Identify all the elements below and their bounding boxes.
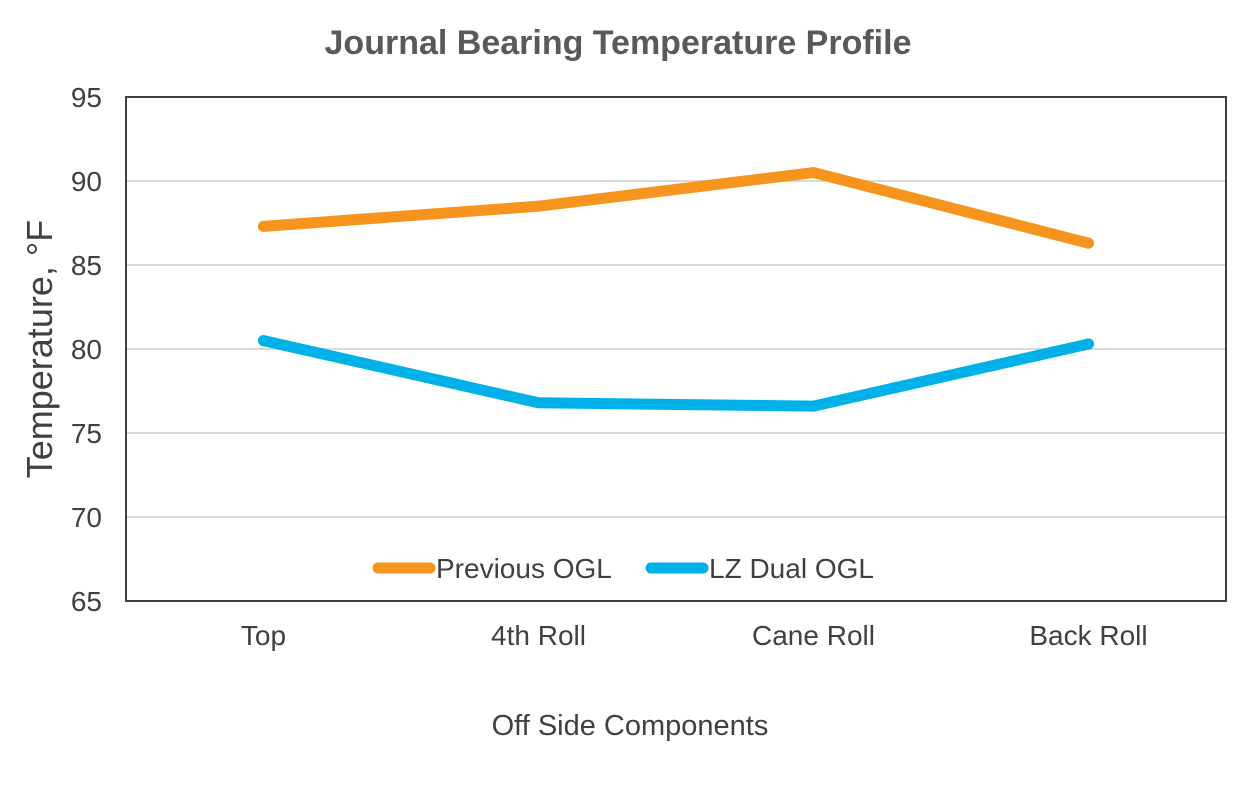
x-tick-label: Top: [241, 620, 286, 651]
y-axis-label: Temperature, °F: [19, 220, 60, 479]
series-line-lz-dual-ogl[interactable]: [258, 335, 1094, 412]
data-point[interactable]: [533, 200, 544, 212]
data-point[interactable]: [258, 220, 269, 232]
plot-area-frame: [125, 96, 1227, 602]
x-tick-label: 4th Roll: [491, 620, 586, 651]
legend-label[interactable]: Previous OGL: [436, 553, 612, 584]
y-axis-ticks: 65 70 75 80 85 90 95: [71, 82, 102, 617]
data-point[interactable]: [1083, 237, 1094, 249]
data-point[interactable]: [533, 397, 544, 409]
y-tick-label: 80: [71, 334, 102, 365]
series-lines: [258, 167, 1094, 412]
series-line-previous-ogl[interactable]: [258, 167, 1094, 249]
x-tick-label: Back Roll: [1029, 620, 1147, 651]
data-point[interactable]: [258, 335, 269, 347]
y-tick-label: 95: [71, 82, 102, 113]
y-tick-label: 65: [71, 586, 102, 617]
legend[interactable]: Previous OGL LZ Dual OGL: [372, 553, 874, 584]
y-tick-label: 70: [71, 502, 102, 533]
chart-title: Journal Bearing Temperature Profile: [325, 24, 912, 62]
y-tick-label: 90: [71, 166, 102, 197]
x-axis-categories: Top 4th Roll Cane Roll Back Roll: [241, 620, 1148, 651]
y-tick-label: 85: [71, 250, 102, 281]
data-point[interactable]: [808, 400, 819, 412]
x-axis-label: Off Side Components: [492, 710, 769, 742]
x-tick-label: Cane Roll: [752, 620, 875, 651]
data-point[interactable]: [808, 167, 819, 179]
legend-label[interactable]: LZ Dual OGL: [709, 553, 874, 584]
data-point[interactable]: [1083, 338, 1094, 350]
y-tick-label: 75: [71, 418, 102, 449]
